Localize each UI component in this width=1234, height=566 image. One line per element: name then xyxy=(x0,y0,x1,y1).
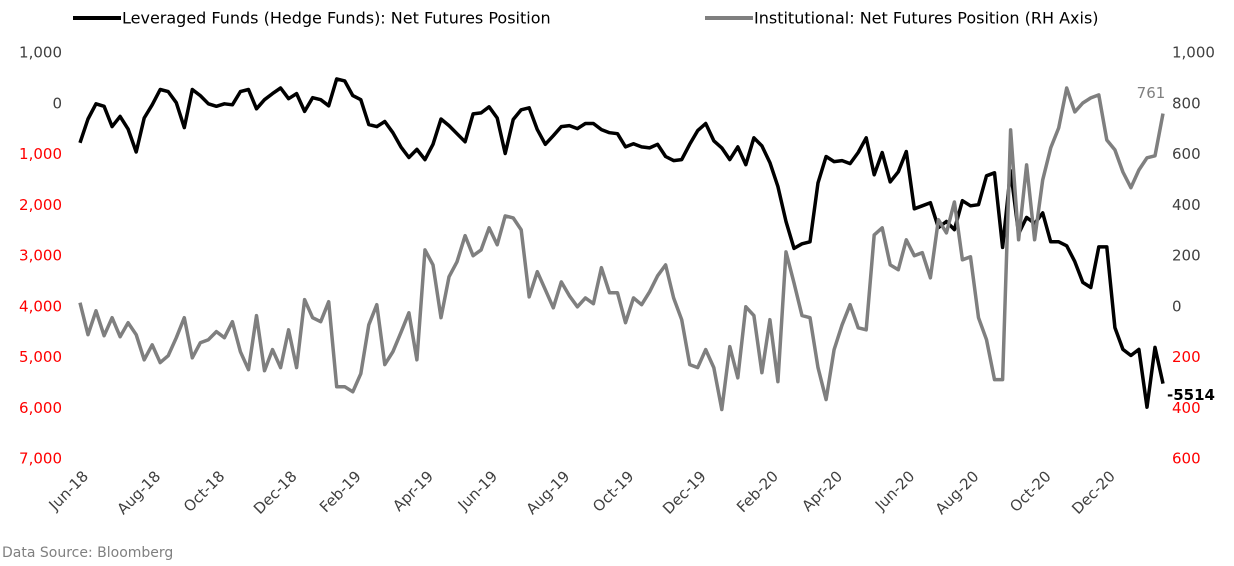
y-tick-label: 1,000 xyxy=(19,44,62,62)
y-tick-label: 5,000 xyxy=(19,348,62,366)
y2-tick-label: 200 xyxy=(1172,247,1201,265)
end-label: 761 xyxy=(1137,84,1166,102)
x-tick-label: Oct-18 xyxy=(180,467,228,515)
x-tick-label: Dec-20 xyxy=(1068,467,1119,518)
series-line xyxy=(78,86,1165,412)
y-tick-label: 1,000 xyxy=(19,145,62,163)
legend-label: Institutional: Net Futures Position (RH … xyxy=(754,9,1099,28)
x-tick-label: Oct-20 xyxy=(1006,467,1054,515)
y2-tick-label: 600 xyxy=(1172,145,1201,163)
x-tick-label: Oct-19 xyxy=(589,467,637,515)
x-tick-label: Dec-18 xyxy=(250,467,301,518)
x-tick-label: Jun-18 xyxy=(45,467,92,514)
series-line xyxy=(78,77,1165,409)
x-tick-label: Aug-19 xyxy=(523,467,574,518)
legend-label: Leveraged Funds (Hedge Funds): Net Futur… xyxy=(122,9,551,28)
y2-tick-label: 200 xyxy=(1172,348,1201,366)
x-tick-label: Aug-18 xyxy=(113,467,164,518)
x-tick-label: Aug-20 xyxy=(932,467,983,518)
y2-tick-label: 600 xyxy=(1172,450,1201,468)
y2-tick-label: 400 xyxy=(1172,399,1201,417)
y2-tick-label: 400 xyxy=(1172,196,1201,214)
y2-tick-label: 0 xyxy=(1172,297,1182,315)
x-tick-label: Jun-20 xyxy=(871,467,918,514)
x-tick-label: Dec-19 xyxy=(659,467,710,518)
y-tick-label: 7,000 xyxy=(19,450,62,468)
y-tick-label: 2,000 xyxy=(19,196,62,214)
source-note: Data Source: Bloomberg xyxy=(2,545,173,561)
x-tick-label: Apr-20 xyxy=(798,467,846,515)
y-tick-label: 0 xyxy=(52,94,62,112)
x-tick-label: Jun-19 xyxy=(454,467,501,514)
y2-tick-label: 800 xyxy=(1172,94,1201,112)
end-label: -5514 xyxy=(1167,386,1215,404)
y-tick-label: 3,000 xyxy=(19,247,62,265)
x-tick-label: Feb-20 xyxy=(733,467,782,516)
y-tick-label: 4,000 xyxy=(19,297,62,315)
x-tick-label: Feb-19 xyxy=(316,467,365,516)
y-tick-label: 6,000 xyxy=(19,399,62,417)
y2-tick-label: 1,000 xyxy=(1172,44,1215,62)
x-tick-label: Apr-19 xyxy=(389,467,437,515)
